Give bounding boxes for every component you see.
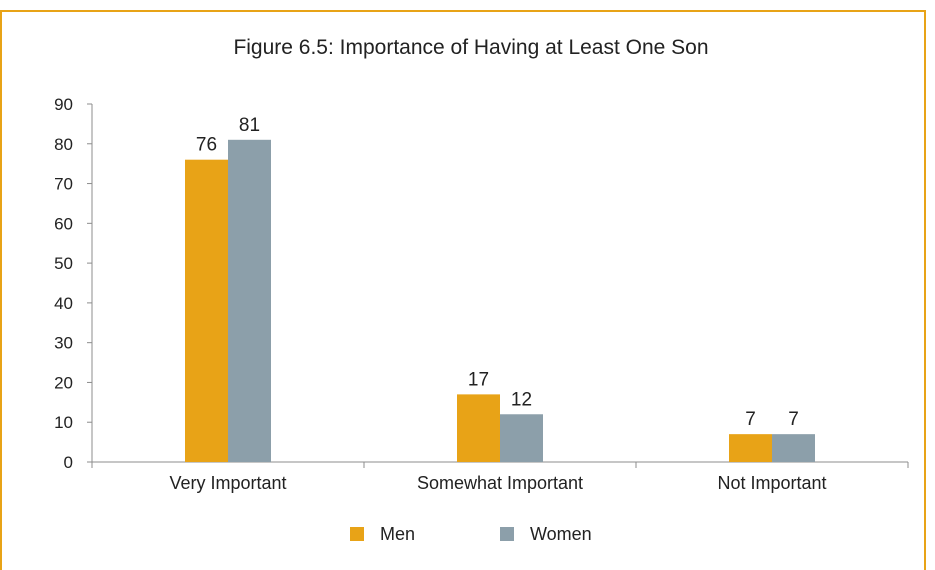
- y-tick-label: 70: [54, 175, 73, 194]
- x-tick-label: Somewhat Important: [417, 473, 583, 493]
- y-tick-label: 30: [54, 334, 73, 353]
- y-tick-label: 90: [54, 95, 73, 114]
- x-tick-label: Not Important: [717, 473, 826, 493]
- bar-women: [772, 434, 815, 462]
- bar-men: [185, 160, 228, 462]
- legend-swatch-women: [500, 527, 514, 541]
- y-tick-label: 10: [54, 413, 73, 432]
- bar-men: [729, 434, 772, 462]
- x-tick-label: Very Important: [169, 473, 286, 493]
- y-tick-label: 50: [54, 254, 73, 273]
- data-label: 17: [468, 369, 489, 390]
- data-label: 81: [239, 115, 260, 136]
- bar-women: [500, 414, 543, 462]
- y-tick-label: 80: [54, 135, 73, 154]
- data-label: 7: [788, 409, 799, 430]
- bar-women: [228, 140, 271, 462]
- legend: Men Women: [350, 524, 592, 544]
- data-labels: 76 81 17 12 7 7: [196, 115, 799, 430]
- y-tick-label: 60: [54, 214, 73, 233]
- y-tick-label: 40: [54, 294, 73, 313]
- legend-label-women: Women: [530, 524, 592, 544]
- y-tick-label: 20: [54, 373, 73, 392]
- chart-title: Figure 6.5: Importance of Having at Leas…: [233, 36, 708, 59]
- data-label: 7: [745, 409, 756, 430]
- bar-men: [457, 394, 500, 462]
- legend-swatch-men: [350, 527, 364, 541]
- data-label: 76: [196, 135, 217, 156]
- y-tick-label: 0: [64, 453, 73, 472]
- legend-label-men: Men: [380, 524, 415, 544]
- bars: [185, 140, 815, 462]
- data-label: 12: [511, 389, 532, 410]
